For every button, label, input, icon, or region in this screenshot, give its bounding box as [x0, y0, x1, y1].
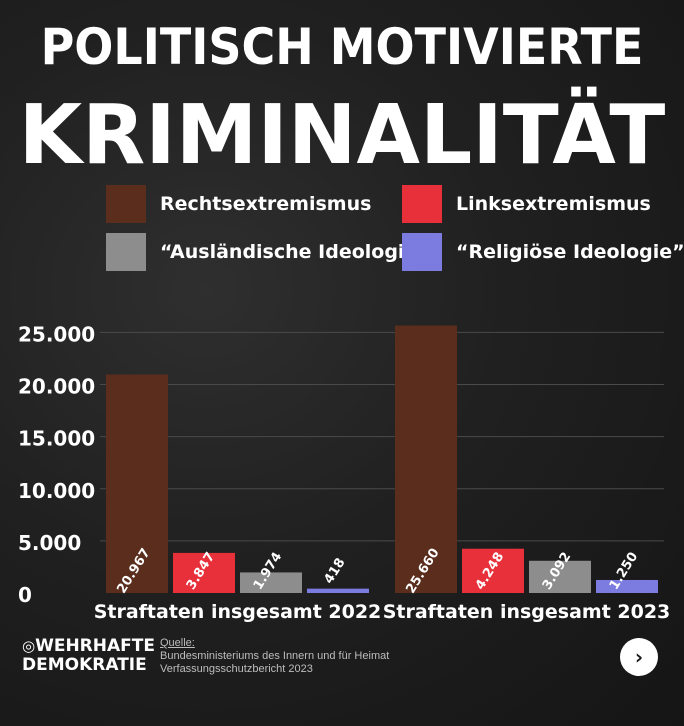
x-category-label: Straftaten insgesamt 2023: [383, 601, 671, 623]
legend-swatch-linksextremismus: [402, 185, 442, 223]
logo-line-1: WEHRHAFTE: [35, 636, 155, 656]
bar-value-label: 418: [321, 556, 348, 587]
legend-swatch-auslaendische-ideologie: [106, 233, 146, 271]
legend-swatch-rechtsextremismus: [106, 185, 146, 223]
legend-item-rechtsextremismus: Rechtsextremismus: [106, 185, 371, 223]
brand-logo: ◎WEHRHAFTE DEMOKRATIE: [22, 637, 155, 675]
legend-item-linksextremismus: Linksextremismus: [402, 185, 651, 223]
bar: [240, 572, 302, 593]
legend-label-religioese-ideologie: “Religiöse Ideologie”: [456, 241, 684, 263]
bar: [529, 560, 591, 593]
y-tick-label: 25.000: [18, 322, 95, 346]
title-line-1: POLITISCH MOTIVIERTE: [40, 18, 644, 76]
bar: [173, 552, 235, 593]
source-line-1: Bundesministeriums des Innern und für He…: [160, 650, 390, 662]
source-note: Quelle: Bundesministeriums des Innern un…: [160, 637, 389, 676]
legend-label-rechtsextremismus: Rechtsextremismus: [160, 193, 372, 215]
legend-item-auslaendische-ideologie: “Ausländische Ideologie”: [106, 233, 430, 271]
y-tick-label: 15.000: [18, 427, 95, 451]
bar: [106, 374, 168, 593]
bar: [395, 325, 457, 593]
legend-label-linksextremismus: Linksextremismus: [456, 193, 651, 215]
source-label: Quelle:: [160, 637, 195, 649]
chevron-right-icon: ›: [634, 645, 644, 669]
y-tick-label: 0: [18, 583, 32, 607]
y-tick-label: 10.000: [18, 479, 95, 503]
bar: [596, 579, 658, 593]
x-category-label: Straftaten insgesamt 2022: [94, 601, 382, 623]
legend-swatch-religioese-ideologie: [402, 233, 442, 271]
logo-line-2: DEMOKRATIE: [22, 655, 147, 675]
legend-label-auslaendische-ideologie: “Ausländische Ideologie”: [160, 241, 430, 263]
legend-item-religioese-ideologie: “Religiöse Ideologie”: [402, 233, 684, 271]
y-tick-label: 20.000: [18, 375, 95, 399]
source-line-2: Verfassungsschutzbericht 2023: [160, 663, 313, 675]
bar: [462, 548, 524, 593]
bar: [307, 588, 369, 593]
y-tick-label: 5.000: [18, 531, 81, 555]
next-slide-button[interactable]: ›: [620, 638, 658, 676]
title-line-2: KRIMINALITÄT: [18, 88, 666, 183]
instagram-icon: ◎: [22, 637, 36, 655]
